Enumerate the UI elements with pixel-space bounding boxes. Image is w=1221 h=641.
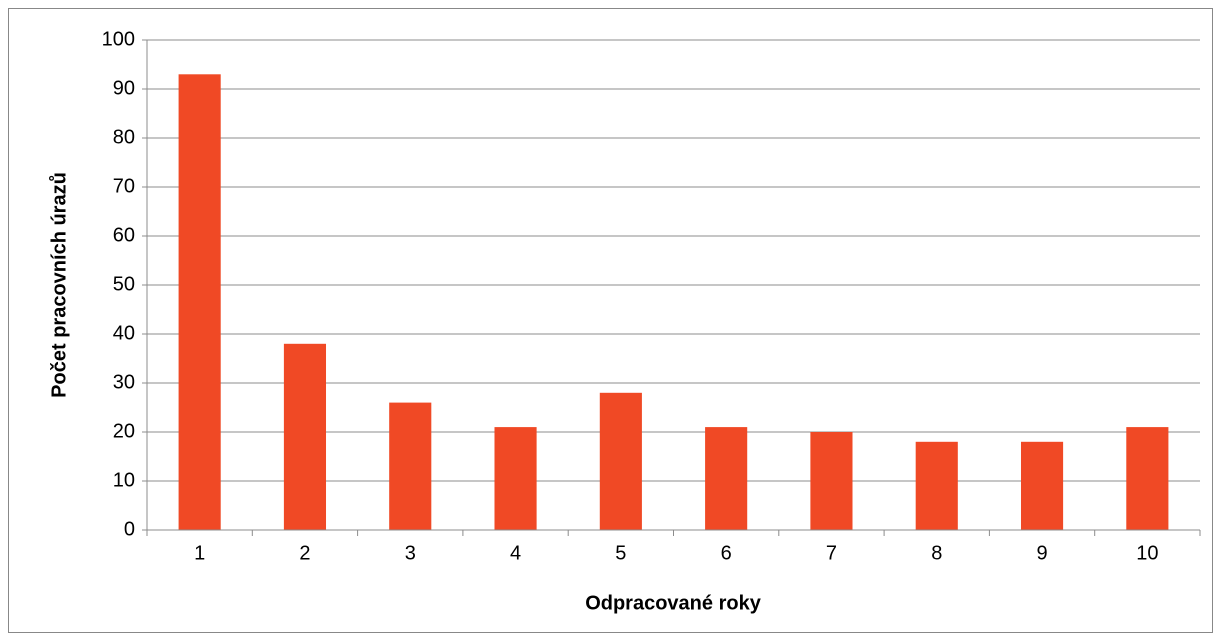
bar xyxy=(494,427,537,530)
x-tick-label: 6 xyxy=(721,542,732,564)
y-tick-label: 10 xyxy=(113,469,135,491)
y-tick-label: 40 xyxy=(113,322,135,344)
x-tick-label: 9 xyxy=(1036,542,1047,564)
bar xyxy=(810,432,853,530)
y-tick-label: 100 xyxy=(102,28,135,50)
bar xyxy=(599,392,642,530)
x-tick-label: 8 xyxy=(931,542,942,564)
x-tick-label: 10 xyxy=(1136,542,1158,564)
x-tick-label: 2 xyxy=(299,542,310,564)
bar xyxy=(178,74,221,531)
y-tick-label: 20 xyxy=(113,420,135,442)
x-axis-title: Odpracované roky xyxy=(585,592,762,614)
y-tick-label: 90 xyxy=(113,77,135,99)
y-tick-label: 70 xyxy=(113,175,135,197)
bar xyxy=(389,402,432,530)
y-axis-title: Počet pracovních úrazů xyxy=(48,172,70,398)
y-tick-label: 50 xyxy=(113,273,135,295)
bar xyxy=(705,427,748,530)
x-tick-label: 4 xyxy=(510,542,521,564)
bar xyxy=(1020,441,1064,530)
y-tick-label: 60 xyxy=(113,224,135,246)
x-tick-label: 3 xyxy=(405,542,416,564)
x-tick-label: 5 xyxy=(615,542,626,564)
x-tick-label: 7 xyxy=(826,542,837,564)
bar xyxy=(283,343,327,530)
x-tick-label: 1 xyxy=(194,542,205,564)
y-tick-label: 0 xyxy=(124,518,135,540)
y-tick-label: 30 xyxy=(113,371,135,393)
bar xyxy=(1126,427,1169,530)
y-tick-label: 80 xyxy=(113,126,135,148)
bar xyxy=(915,441,958,530)
